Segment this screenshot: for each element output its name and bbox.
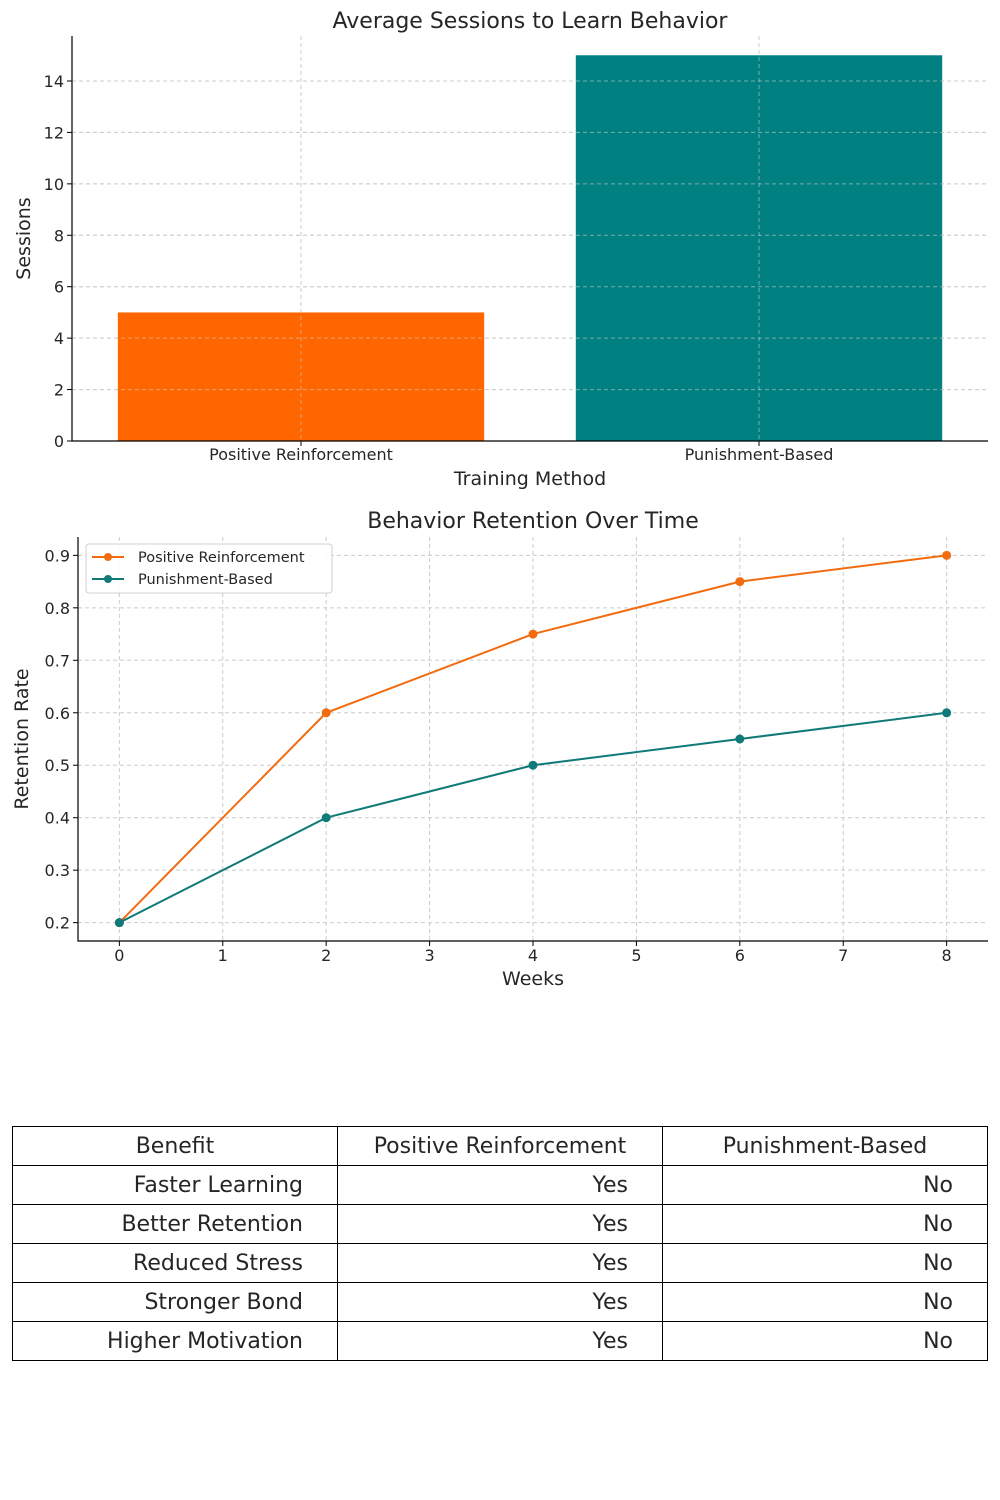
table-cell-positive: Yes [337, 1165, 663, 1205]
table-row: Faster Learning Yes No [12, 1165, 988, 1205]
series-point [735, 734, 745, 744]
series-point [528, 760, 538, 770]
bar-y-tick-label: 4 [54, 329, 64, 348]
table-cell-benefit: Higher Motivation [12, 1321, 338, 1361]
line-y-tick-label: 0.3 [45, 861, 70, 880]
line-x-tick-label: 3 [424, 946, 434, 965]
table-header-punishment: Punishment-Based [662, 1126, 988, 1166]
bar-axes-frame [71, 36, 988, 442]
bar-y-tick-label: 14 [44, 72, 64, 91]
line-y-axis-label: Retention Rate [11, 668, 33, 809]
table-row: Higher Motivation Yes No [12, 1321, 988, 1361]
table-cell-punishment: No [662, 1165, 988, 1205]
bar-chart-title: Average Sessions to Learn Behavior [333, 9, 729, 34]
series-point [942, 550, 952, 560]
line-y-tick-label: 0.7 [45, 651, 70, 670]
line-x-tick-label: 1 [218, 946, 228, 965]
table-cell-benefit: Better Retention [12, 1204, 338, 1244]
bar-y-tick-label: 6 [54, 278, 64, 297]
bar-x-tick-label: Positive Reinforcement [209, 445, 393, 464]
benefits-table: Benefit Positive Reinforcement Punishmen… [12, 1126, 988, 1361]
table-row: Better Retention Yes No [12, 1204, 988, 1244]
line-x-tick-label: 7 [838, 946, 848, 965]
line-x-tick-label: 4 [528, 946, 538, 965]
legend-marker [104, 575, 112, 583]
bar-y-axis-label: Sessions [13, 197, 35, 279]
line-x-tick-label: 0 [114, 946, 124, 965]
line-y-tick-label: 0.2 [45, 914, 70, 933]
line-x-tick-label: 6 [735, 946, 745, 965]
legend-label: Positive Reinforcement [138, 550, 305, 566]
legend-box [85, 543, 333, 594]
legend-marker [104, 553, 112, 561]
line-axes-frame [77, 537, 988, 942]
series-point [528, 629, 538, 639]
bar-y-tick-label: 0 [54, 432, 64, 451]
line-chart-title: Behavior Retention Over Time [367, 509, 699, 534]
line-y-tick-label: 0.8 [45, 599, 70, 618]
table-cell-positive: Yes [337, 1204, 663, 1244]
line-y-tick-label: 0.9 [45, 546, 70, 565]
table-cell-positive: Yes [337, 1243, 663, 1283]
table-cell-benefit: Stronger Bond [12, 1282, 338, 1322]
table-header-positive: Positive Reinforcement [337, 1126, 663, 1166]
line-y-tick-label: 0.5 [45, 756, 70, 775]
charts-canvas: Positive Reinforcement Punishment-Based 0 2… [11, 9, 988, 990]
bar-x-tick-label: Punishment-Based [685, 445, 834, 464]
bar-y-tick-label: 8 [54, 226, 64, 245]
table-cell-positive: Yes [337, 1321, 663, 1361]
table-header-row: Benefit Positive Reinforcement Punishmen… [12, 1126, 988, 1166]
line-y-tick-label: 0.4 [45, 809, 70, 828]
table-header-benefit: Benefit [12, 1126, 338, 1166]
series-point [321, 708, 331, 718]
series-point [114, 918, 124, 928]
table-cell-benefit: Reduced Stress [12, 1243, 338, 1283]
line-x-tick-label: 2 [321, 946, 331, 965]
bar-y-tick-label: 2 [54, 381, 64, 400]
table-row: Stronger Bond Yes No [12, 1282, 988, 1322]
line-x-axis-label: Weeks [502, 968, 564, 990]
series-point [735, 577, 745, 587]
table-cell-punishment: No [662, 1321, 988, 1361]
table-cell-punishment: No [662, 1204, 988, 1244]
line-x-tick-label: 5 [631, 946, 641, 965]
table-cell-punishment: No [662, 1282, 988, 1322]
legend-label: Punishment-Based [138, 572, 273, 588]
series-point [942, 708, 952, 718]
line-x-tick-label: 8 [942, 946, 952, 965]
table-cell-positive: Yes [337, 1282, 663, 1322]
bar-x-axis-label: Training Method [453, 468, 606, 490]
line-y-tick-label: 0.6 [45, 704, 70, 723]
bar-y-tick-label: 12 [44, 123, 64, 142]
table-cell-benefit: Faster Learning [12, 1165, 338, 1205]
series-point [321, 813, 331, 823]
bar-y-tick-label: 10 [44, 175, 64, 194]
table-cell-punishment: No [662, 1243, 988, 1283]
table-row: Reduced Stress Yes No [12, 1243, 988, 1283]
